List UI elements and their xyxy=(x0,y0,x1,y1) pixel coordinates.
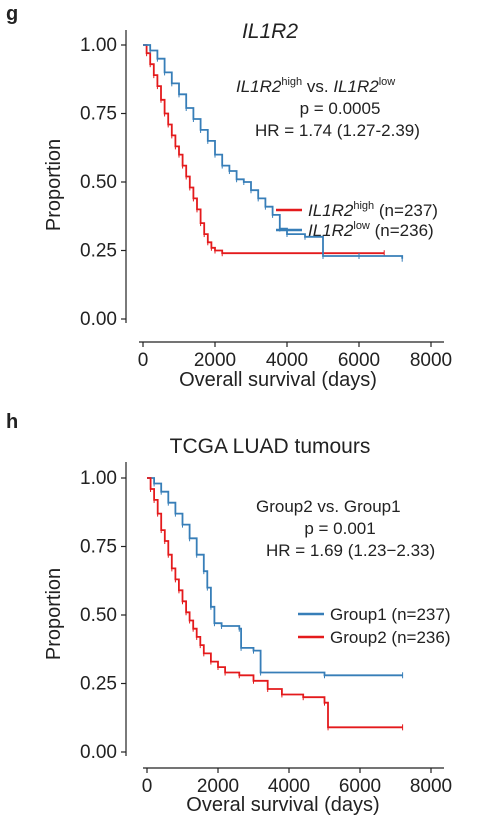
annotation-pvalue-g: p = 0.0005 xyxy=(300,99,381,118)
x-tick-label: 4000 xyxy=(268,776,310,797)
legend-item-high: IL1R2high (n=237) xyxy=(308,200,438,220)
legend-item-group1: Group1 (n=237) xyxy=(330,605,451,624)
legend-item-group2: Group2 (n=236) xyxy=(330,628,451,647)
x-tick-label: 2000 xyxy=(194,350,236,371)
y-tick-label: 1.00 xyxy=(80,35,117,56)
panel-letter-g: g xyxy=(6,3,18,25)
y-axis-label-g: Proportion xyxy=(43,139,65,231)
panel-h: h TCGA LUAD tumours Group2 vs. Group1 p … xyxy=(6,411,452,816)
x-tick-label: 0 xyxy=(142,776,153,797)
legend-h: Group1 (n=237) Group2 (n=236) xyxy=(298,605,451,647)
y-tick-label: 0.75 xyxy=(80,537,117,558)
chart-title-h: TCGA LUAD tumours xyxy=(170,435,371,458)
panel-g: g IL1R2 IL1R2high vs. IL1R2low p = 0.000… xyxy=(6,3,452,391)
x-axis-label-h: Overal survival (days) xyxy=(186,794,379,816)
y-tick-label: 0.50 xyxy=(80,605,117,626)
chart-title-g: IL1R2 xyxy=(242,20,298,43)
annotation-pvalue-h: p = 0.001 xyxy=(304,519,375,538)
y-tick-label: 0.00 xyxy=(80,742,117,763)
y-tick-label: 0.25 xyxy=(80,241,117,262)
annotation-comparison-g: IL1R2high vs. IL1R2low xyxy=(236,76,395,96)
legend-item-low: IL1R2low (n=236) xyxy=(308,220,434,240)
legend-g: IL1R2high (n=237) IL1R2low (n=236) xyxy=(276,200,438,240)
y-tick-label: 0.50 xyxy=(80,172,117,193)
annotation-hr-h: HR = 1.69 (1.23−2.33) xyxy=(266,541,435,560)
x-tick-label: 8000 xyxy=(410,776,452,797)
y-tick-label: 0.25 xyxy=(80,674,117,695)
x-tick-label: 8000 xyxy=(410,350,452,371)
x-tick-label: 6000 xyxy=(339,776,381,797)
x-tick-label: 4000 xyxy=(266,350,308,371)
annotation-comparison-h: Group2 vs. Group1 xyxy=(256,497,401,516)
x-tick-label: 2000 xyxy=(197,776,239,797)
survival-curve-h-2 xyxy=(147,477,403,729)
y-tick-label: 0.75 xyxy=(80,104,117,125)
y-tick-label: 0.00 xyxy=(80,309,117,330)
x-axis-label-g: Overall survival (days) xyxy=(179,369,377,391)
panel-letter-h: h xyxy=(6,411,18,433)
x-tick-label: 0 xyxy=(138,350,149,371)
y-axis-label-h: Proportion xyxy=(43,568,65,660)
annotation-hr-g: HR = 1.74 (1.27-2.39) xyxy=(255,121,420,140)
x-tick-label: 6000 xyxy=(338,350,380,371)
y-tick-label: 1.00 xyxy=(80,468,117,489)
